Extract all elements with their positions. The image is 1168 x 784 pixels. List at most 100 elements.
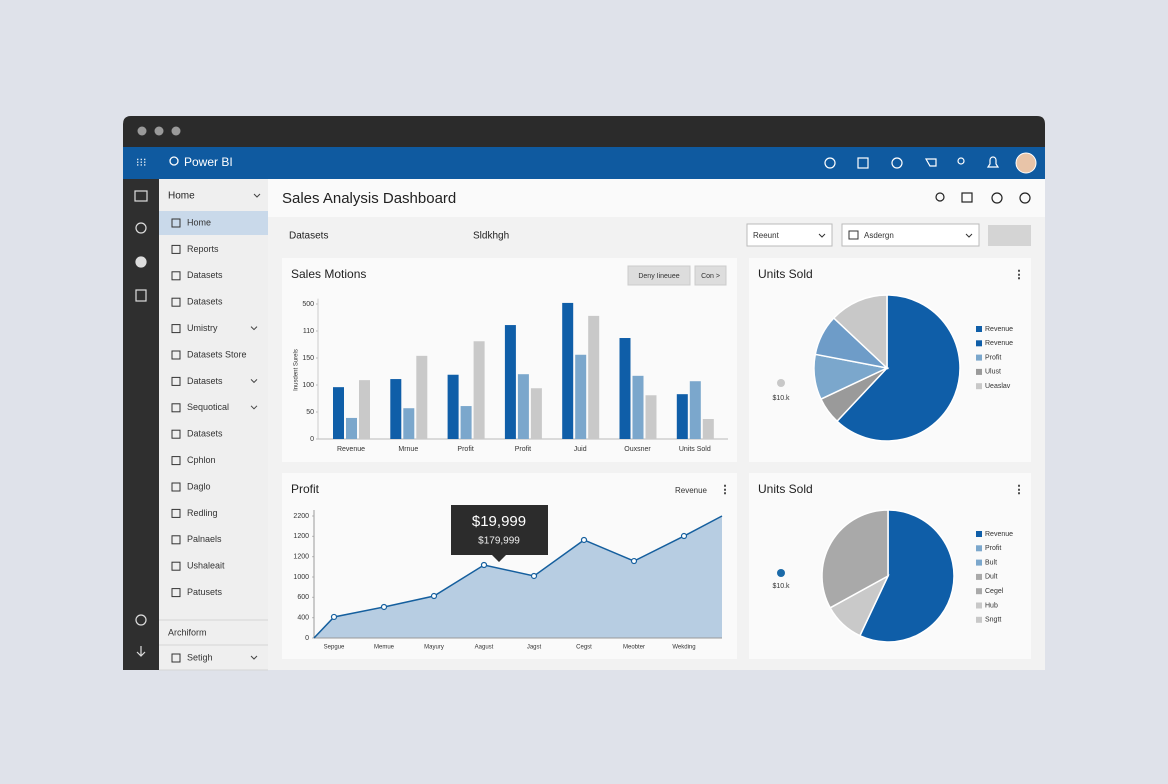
app-bar — [123, 147, 1045, 179]
nav-item[interactable]: Umistry — [187, 323, 218, 333]
y-tick-label: 100 — [302, 382, 314, 389]
icon[interactable] — [136, 646, 146, 657]
nav-item[interactable]: Datasets — [187, 376, 223, 386]
icon[interactable] — [957, 157, 965, 165]
bar — [403, 408, 415, 439]
x-tick-label: Units Sold — [679, 446, 711, 453]
icon[interactable] — [986, 156, 1000, 168]
bar — [702, 419, 714, 439]
nav-item[interactable]: Daglo — [187, 481, 211, 491]
chart-title: Units Sold — [758, 482, 813, 496]
app-launcher[interactable]: ⁝⁝⁝ — [136, 157, 147, 169]
x-tick-label: Profit — [457, 446, 473, 453]
nav-item[interactable]: Datasets Store — [187, 349, 247, 359]
nav-item[interactable]: Sequotical — [187, 402, 229, 412]
icon[interactable] — [991, 192, 1003, 204]
point — [330, 613, 338, 621]
y-tick-label: 50 — [306, 409, 314, 416]
legend-swatch — [976, 368, 982, 375]
legend-label: Revenue — [985, 340, 1013, 347]
y-tick-label: 400 — [297, 615, 309, 622]
nav-item[interactable]: Datasets — [187, 297, 223, 307]
avatar[interactable] — [1015, 152, 1037, 174]
dashboard-title: Sales Analysis Dashboard — [282, 190, 456, 207]
bar — [575, 354, 587, 439]
icon[interactable] — [935, 192, 945, 202]
bar — [645, 395, 657, 439]
icon[interactable] — [134, 190, 148, 202]
chart-title: Units Sold — [758, 267, 813, 281]
nav-item[interactable]: Cphlon — [187, 455, 216, 465]
icon[interactable] — [135, 289, 147, 302]
more-menu[interactable]: ⋮ — [720, 484, 731, 496]
dropdown[interactable] — [746, 223, 833, 247]
search-icon[interactable] — [169, 156, 179, 166]
legend-label: Revenue — [985, 326, 1013, 333]
nav-item[interactable]: Datasets — [187, 270, 223, 280]
icon[interactable] — [857, 157, 869, 169]
legend-swatch — [976, 616, 982, 623]
chart-button[interactable] — [627, 265, 691, 286]
legend-swatch — [976, 573, 982, 580]
tooltip — [451, 505, 548, 562]
icon[interactable] — [891, 157, 903, 169]
x-tick-label: Meobter — [623, 645, 645, 651]
chart-button[interactable] — [694, 265, 727, 286]
annotation-dot — [777, 569, 785, 577]
nav-item[interactable]: Ushaleait — [187, 561, 225, 571]
icon[interactable] — [961, 192, 973, 203]
nav-icon — [171, 561, 181, 571]
y-tick-label: 600 — [297, 594, 309, 601]
page-header — [268, 179, 1045, 217]
icon[interactable] — [1019, 192, 1031, 204]
icon[interactable] — [135, 256, 147, 268]
annotation: $10.k — [772, 395, 790, 402]
bar — [530, 388, 542, 439]
nav-footer[interactable]: Setigh — [187, 652, 213, 662]
nav-item[interactable]: Redling — [187, 508, 218, 518]
bar — [447, 374, 459, 439]
chevron — [250, 326, 258, 331]
legend-label: Bult — [985, 559, 997, 566]
x-tick-label: Memue — [374, 645, 395, 651]
y-tick-label: 0 — [305, 635, 309, 642]
x-tick-label: Aagust — [475, 645, 494, 651]
line — [313, 515, 723, 639]
nav-item[interactable]: Home — [187, 217, 211, 227]
nav-icon — [171, 653, 181, 663]
icon[interactable] — [824, 157, 836, 169]
icon[interactable] — [924, 158, 937, 167]
icon[interactable] — [135, 614, 147, 626]
more-menu[interactable]: ⋮ — [1014, 484, 1025, 496]
legend-swatch — [976, 354, 982, 361]
nav-icon — [171, 244, 181, 254]
chevron — [965, 233, 973, 238]
nav-item[interactable]: Reports — [187, 244, 219, 254]
x-tick-label: Wekding — [672, 645, 695, 651]
nav-item[interactable]: Palnaels — [187, 534, 222, 544]
icon[interactable] — [135, 222, 147, 234]
nav-item[interactable]: Datasets — [187, 429, 223, 439]
nav-selected — [159, 211, 268, 235]
legend-swatch — [976, 326, 982, 332]
nav-item[interactable]: Patusets — [187, 587, 223, 597]
nav-icon — [171, 588, 181, 598]
legend-swatch — [976, 545, 982, 552]
legend-label: Sngtt — [985, 617, 1001, 624]
nav-footer[interactable]: Archiform — [168, 627, 207, 637]
sidebar-header[interactable]: Home — [168, 191, 195, 202]
chevron — [250, 379, 258, 384]
x-tick-label: Mayury — [424, 645, 444, 651]
legend-label: Revenue — [985, 531, 1013, 538]
filter-label: Sldkhgh — [473, 231, 509, 242]
nav-icon — [171, 324, 181, 334]
chart-button-label: Con > — [701, 273, 720, 280]
dropdown[interactable] — [841, 223, 980, 247]
y-tick-label: 1000 — [293, 574, 309, 581]
y-tick-label: 1200 — [293, 533, 309, 540]
chart-title: Profit — [291, 482, 320, 496]
legend-label: Ulust — [985, 369, 1001, 376]
legend-swatch — [976, 383, 982, 390]
more-menu[interactable]: ⋮ — [1014, 269, 1025, 281]
view-toggle[interactable] — [988, 225, 1031, 246]
